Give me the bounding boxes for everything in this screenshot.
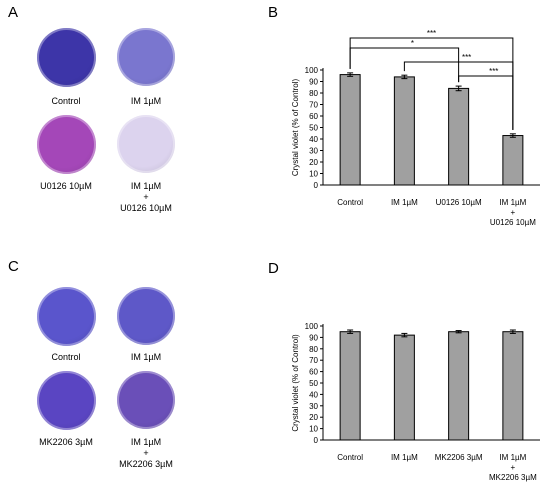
y-tick-label: 30: [309, 402, 318, 411]
x-tick-label: +: [511, 463, 516, 472]
well-im-a: [117, 28, 175, 86]
y-tick-label: 10: [309, 170, 318, 179]
x-tick-label: IM 1µM: [499, 453, 526, 462]
y-tick-label: 100: [305, 66, 319, 75]
y-tick-label: 100: [305, 322, 319, 331]
y-tick-label: 70: [309, 356, 318, 365]
significance-label: ***: [427, 29, 436, 38]
bar: [393, 76, 415, 186]
bar: [448, 87, 470, 186]
y-tick-label: 0: [314, 436, 319, 445]
well-im-c: [117, 287, 175, 345]
y-tick-label: 80: [309, 345, 318, 354]
well-control-a: [37, 28, 96, 87]
well-mk2206-c: [37, 371, 96, 430]
y-tick-label: 40: [309, 390, 318, 399]
well-label-im-c: IM 1µM: [130, 352, 162, 362]
panel-letter-d: D: [268, 260, 279, 277]
panel-letter-c: C: [8, 258, 19, 275]
significance-label: ***: [462, 53, 471, 62]
significance-label: ***: [489, 67, 498, 76]
x-tick-label: U0126 10µM: [436, 198, 482, 207]
well-label-control-c: Control: [51, 352, 81, 362]
panel-letter-a: A: [8, 4, 19, 21]
y-axis-label: Crystal violet (% of Control): [291, 334, 300, 432]
well-label-combo-a: IM 1µM + U0126 10µM: [120, 181, 172, 213]
bar-chart-d: 0 10 20 30 40 50 60 70 80 90 100 Crystal violet (% …: [291, 322, 540, 482]
significance-bracket: [458, 75, 514, 130]
x-tick-label: IM 1µM: [391, 453, 418, 462]
y-tick-label: 60: [309, 112, 318, 121]
bar: [339, 74, 361, 186]
well-label-im-a: IM 1µM: [130, 96, 162, 106]
y-axis-label: Crystal violet (% of Control): [291, 78, 300, 176]
well-label-mk2206-c: MK2206 3µM: [39, 437, 93, 447]
y-tick-label: 90: [309, 333, 318, 342]
bar: [393, 334, 415, 441]
y-tick-label: 50: [309, 124, 318, 133]
y-tick-label: 30: [309, 147, 318, 156]
y-tick-label: 70: [309, 101, 318, 110]
well-label-control-a: Control: [51, 96, 81, 106]
bar: [339, 331, 361, 441]
y-tick-label: 50: [309, 379, 318, 388]
y-tick-label: 90: [309, 78, 318, 87]
y-tick-label: 10: [309, 425, 318, 434]
y-tick-label: 80: [309, 89, 318, 98]
y-tick-label: 20: [309, 158, 318, 167]
x-tick-label: +: [511, 208, 516, 217]
bar-chart-b: 0 10 20 30 40 50 60 70 80 90 100 Crystal violet (% …: [291, 29, 540, 227]
x-tick-label: MK2206 3µM: [435, 453, 483, 462]
well-label-u0126-a: U0126 10µM: [40, 181, 92, 191]
well-control-c: [37, 287, 96, 346]
x-tick-label: MK2206 3µM: [489, 473, 537, 482]
x-tick-label: Control: [337, 198, 363, 207]
x-tick-label: IM 1µM: [391, 198, 418, 207]
y-tick-label: 60: [309, 368, 318, 377]
well-u0126-a: [37, 115, 96, 174]
x-tick-label: Control: [337, 453, 363, 462]
x-tick-label: IM 1µM: [499, 198, 526, 207]
well-combo-c: [117, 371, 175, 429]
y-tick-label: 20: [309, 413, 318, 422]
bar: [502, 135, 524, 186]
significance-bracket: [349, 47, 460, 83]
well-combo-a: [117, 115, 175, 173]
panel-letter-b: B: [268, 4, 279, 21]
y-tick-label: 0: [314, 181, 319, 190]
y-tick-label: 40: [309, 135, 318, 144]
significance-label: *: [411, 39, 414, 48]
bar: [448, 331, 470, 441]
well-label-combo-c: IM 1µM + MK2206 3µM: [119, 437, 173, 469]
x-tick-label: U0126 10µM: [490, 218, 536, 227]
bar: [502, 331, 524, 441]
significance-bracket: [349, 37, 514, 130]
